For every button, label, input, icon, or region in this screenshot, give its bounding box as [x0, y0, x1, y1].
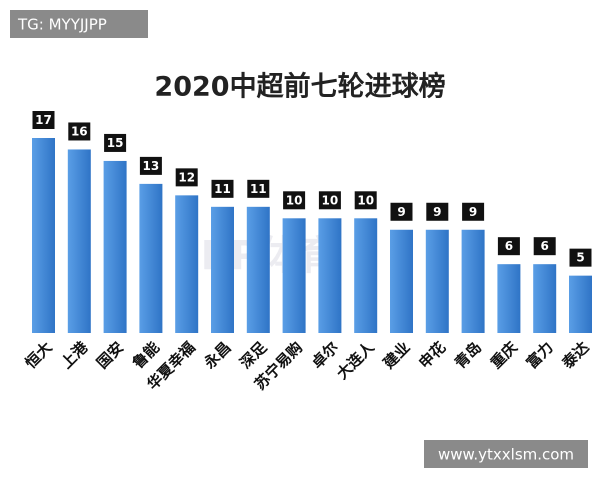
value-label: 9: [469, 205, 477, 219]
bar: [461, 229, 485, 333]
value-label-box: [139, 156, 162, 175]
tag-text: TG: MYYJJPP: [17, 16, 107, 34]
value-label: 10: [286, 193, 303, 207]
value-label: 9: [433, 205, 441, 219]
bar: [390, 229, 413, 333]
value-label-box: [175, 168, 198, 187]
value-label: 10: [322, 193, 339, 207]
value-label-box: [104, 133, 127, 152]
value-label-box: [390, 202, 413, 221]
bar: [318, 218, 342, 333]
bar: [497, 264, 521, 333]
value-label-box: [426, 202, 449, 221]
bar: [569, 275, 592, 333]
site-box: [424, 440, 588, 468]
value-label-box: [283, 191, 306, 210]
chart-title: 2020中超前七轮进球榜: [154, 71, 445, 103]
value-label: 16: [71, 124, 88, 138]
value-label-box: [32, 111, 55, 129]
value-label-box: [247, 179, 270, 198]
value-label: 6: [505, 239, 513, 253]
value-label: 17: [35, 113, 52, 127]
tag-box: [10, 10, 148, 38]
value-label: 6: [541, 239, 549, 253]
bar: [425, 229, 449, 333]
bar: [246, 206, 270, 333]
bar: [533, 264, 557, 333]
value-label: 9: [397, 205, 405, 219]
bar: [282, 218, 306, 333]
value-label: 12: [178, 170, 195, 184]
value-label-box: [354, 191, 377, 210]
value-label-box: [497, 237, 520, 256]
site-text: www.ytxxlsm.com: [438, 446, 574, 464]
value-label: 10: [357, 193, 374, 207]
value-label-box: [462, 202, 485, 221]
value-label-box: [211, 179, 234, 198]
bar: [175, 195, 199, 333]
bar: [139, 183, 163, 333]
value-label-box: [318, 191, 341, 210]
value-label-box: [569, 248, 592, 267]
value-label: 11: [214, 182, 231, 196]
value-label: 11: [250, 182, 267, 196]
bar: [211, 206, 234, 333]
value-label-box: [68, 122, 91, 141]
bar: [67, 149, 91, 333]
value-label: 13: [143, 159, 160, 173]
bar: [354, 218, 378, 333]
bar: [103, 160, 127, 333]
value-label: 5: [576, 251, 584, 265]
value-label: 15: [107, 136, 124, 150]
value-label-box: [533, 237, 556, 256]
bar: [32, 138, 55, 333]
